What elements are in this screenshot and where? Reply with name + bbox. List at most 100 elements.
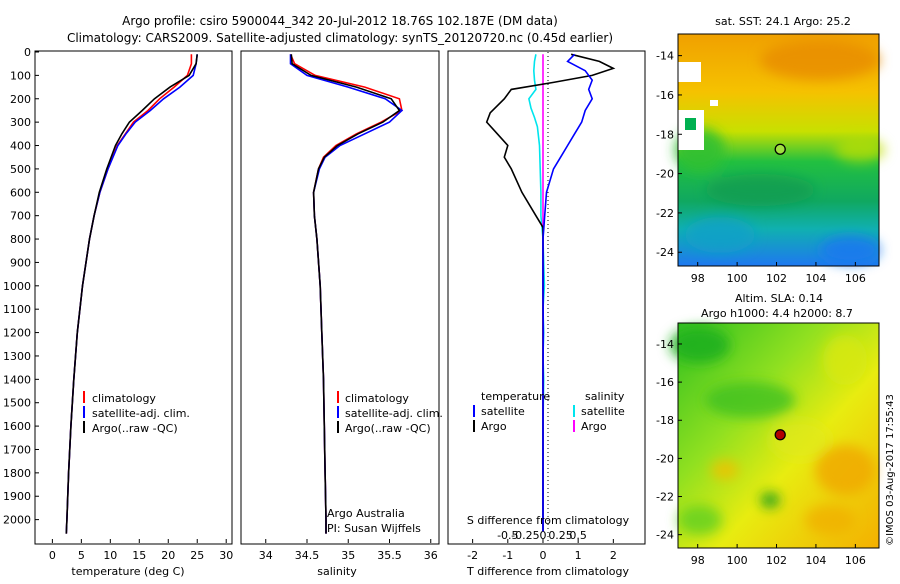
- depth-tick-label: 1000: [3, 280, 31, 293]
- temperature-legend: climatology satellite-adj. clim. Argo(..…: [83, 391, 190, 435]
- map-lon-label: 106: [845, 272, 866, 285]
- depth-tick-label: 200: [10, 93, 31, 106]
- map-lon-label: 104: [805, 272, 826, 285]
- salinity-xlabel: salinity: [317, 565, 357, 578]
- missing-data: [678, 62, 701, 82]
- temperature-climatology-line: [65, 54, 193, 534]
- difference-x-axis: -2 -1 0 1 2 -0.5-0.25 0 0.250.5: [467, 529, 617, 562]
- depth-tick-label: 1700: [3, 443, 31, 456]
- sdiff-tick-label: 0.5: [569, 529, 587, 542]
- legend-label: satellite-adj. clim.: [92, 407, 190, 420]
- salinity-tick-label: 34.5: [295, 549, 320, 562]
- sla-frame: [677, 322, 880, 549]
- temperature-argo-line: [65, 54, 198, 534]
- map-lon-label: 106: [845, 554, 866, 567]
- header-line1: Argo profile: csiro 5900044_342 20-Jul-2…: [122, 14, 558, 28]
- depth-tick-label: 1100: [3, 303, 31, 316]
- salinity-legend: climatology satellite-adj. clim. Argo(..…: [337, 391, 443, 435]
- salinity-tick-label: 36: [424, 549, 438, 562]
- legend-title-salinity: salinity: [585, 390, 625, 403]
- temperature-tick-label: 5: [78, 549, 85, 562]
- sdiff-tick-label: -0.25: [511, 529, 539, 542]
- side-stamp: ©IMOS 03-Aug-2017 17:55:43: [885, 394, 896, 546]
- map-lat-label: -22: [656, 491, 674, 504]
- temperature-lines: [65, 54, 198, 534]
- depth-tick-label: 1600: [3, 420, 31, 433]
- missing-data: [710, 100, 718, 106]
- annotation-argo-australia: Argo Australia: [327, 507, 405, 520]
- sla-axes: 98 100 102 104 106 -14 -16 -18 -20 -22 -24: [656, 338, 866, 567]
- map-lat-label: -14: [656, 338, 674, 351]
- salinity-diff-satellite-line: [528, 54, 546, 532]
- legend-label: Argo: [481, 420, 507, 433]
- salinity-satellite-line: [289, 54, 404, 534]
- temperature-tick-label: 15: [132, 549, 146, 562]
- difference-panel: [447, 50, 646, 545]
- map-lon-label: 98: [691, 272, 705, 285]
- temperature-panel: [34, 50, 233, 545]
- map-lat-label: -24: [656, 246, 674, 259]
- salinity-tick-label: 34: [259, 549, 273, 562]
- map-lon-label: 102: [766, 554, 787, 567]
- temperature-satellite-line: [65, 54, 198, 534]
- map-lat-label: -14: [656, 50, 674, 63]
- tdiff-tick-label: -1: [502, 549, 513, 562]
- temperature-tick-label: 30: [219, 549, 233, 562]
- depth-tick-label: 900: [10, 256, 31, 269]
- depth-tick-label: 100: [10, 69, 31, 82]
- temperature-diff-satellite-line: [542, 53, 594, 532]
- depth-tick-label: 1400: [3, 373, 31, 386]
- header-line2: Climatology: CARS2009. Satellite-adjuste…: [67, 31, 613, 45]
- legend-label: Argo(..raw -QC): [92, 422, 178, 435]
- legend-label: climatology: [92, 392, 156, 405]
- salinity-x-axis: 34 34.5 35 35.5 36: [259, 539, 438, 562]
- sla-map: 98 100 102 104 106 -14 -16 -18 -20 -22 -24: [656, 322, 880, 567]
- legend-label: satellite: [581, 405, 625, 418]
- sdiff-tick-label: -0.5: [497, 529, 518, 542]
- map-lon-label: 100: [727, 554, 748, 567]
- depth-tick-label: 1300: [3, 350, 31, 363]
- temperature-tick-label: 25: [190, 549, 204, 562]
- tdiff-tick-label: 1: [575, 549, 582, 562]
- temperature-x-axis: 0 5 10 15 20 25 30: [49, 539, 233, 562]
- depth-tick-label: 1200: [3, 327, 31, 340]
- t-difference-label: T difference from climatology: [466, 565, 629, 578]
- depth-tick-label: 300: [10, 116, 31, 129]
- depth-tick-label: 2000: [3, 514, 31, 527]
- map-lon-label: 102: [766, 272, 787, 285]
- depth-tick-label: 600: [10, 186, 31, 199]
- salinity-argo-line: [290, 54, 401, 534]
- map-lon-label: 98: [691, 554, 705, 567]
- tdiff-tick-label: 2: [610, 549, 617, 562]
- s-difference-label: S difference from climatology: [467, 514, 630, 527]
- temperature-tick-label: 10: [103, 549, 117, 562]
- map-lat-label: -18: [656, 128, 674, 141]
- legend-title-temperature: temperature: [481, 390, 550, 403]
- argo-location-marker: [774, 143, 786, 155]
- temperature-tick-label: 0: [49, 549, 56, 562]
- sla-map-subtitle: Argo h1000: 4.4 h2000: 8.7: [701, 307, 853, 320]
- legend-label: Argo: [581, 420, 607, 433]
- depth-tick-label: 1500: [3, 397, 31, 410]
- salinity-lines: [289, 53, 404, 534]
- legend-label: satellite-adj. clim.: [345, 407, 443, 420]
- sdiff-tick-label: 0.25: [548, 529, 573, 542]
- map-lat-label: -20: [656, 452, 674, 465]
- legend-label: Argo(..raw -QC): [345, 422, 431, 435]
- map-lat-label: -16: [656, 89, 674, 102]
- annotation-pi: PI: Susan Wijffels: [327, 522, 421, 535]
- tdiff-tick-label: -2: [467, 549, 478, 562]
- map-lon-label: 100: [727, 272, 748, 285]
- legend-label: climatology: [345, 392, 409, 405]
- sdiff-tick-label: 0: [539, 529, 546, 542]
- salinity-climatology-line: [289, 53, 403, 534]
- argo-location-marker: [774, 429, 786, 441]
- sla-map-title: Altim. SLA: 0.14: [735, 292, 823, 305]
- sst-map: 98 100 102 104 106 -14 -16 -18 -20 -22 -24: [656, 33, 885, 285]
- legend-label: satellite: [481, 405, 525, 418]
- depth-tick-label: 1900: [3, 490, 31, 503]
- salinity-panel: [240, 50, 440, 545]
- map-lat-label: -20: [656, 168, 674, 181]
- sst-frame: [677, 33, 880, 267]
